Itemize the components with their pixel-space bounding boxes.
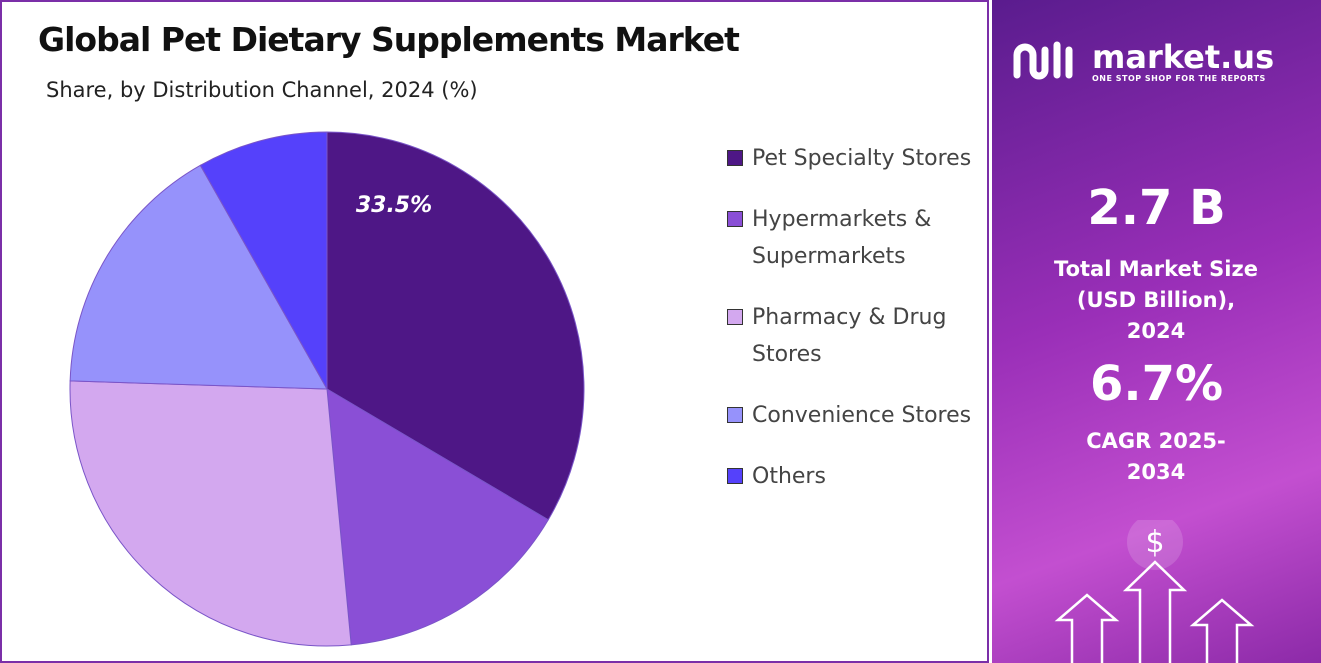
legend-swatch <box>727 468 743 484</box>
pie-slice <box>69 164 328 390</box>
svg-text:$: $ <box>1145 525 1164 560</box>
legend-item: Hypermarkets & Supermarkets <box>727 201 977 275</box>
pie-chart: 33.5% <box>69 131 585 647</box>
stat-label: CAGR 2025-2034 <box>1086 429 1226 484</box>
chart-subtitle: Share, by Distribution Channel, 2024 (%) <box>46 78 478 102</box>
legend-label: Pet Specialty Stores <box>752 146 972 171</box>
info-panel: market.us ONE STOP SHOP FOR THE REPORTS … <box>992 0 1321 663</box>
legend-label: Others <box>752 464 826 489</box>
legend-swatch <box>727 150 743 166</box>
chart-panel: Global Pet Dietary Supplements Market Sh… <box>0 0 989 663</box>
legend-item: Convenience Stores <box>727 397 977 434</box>
legend-label: Hypermarkets & Supermarkets <box>752 207 932 269</box>
legend-item: Others <box>727 458 977 495</box>
brand-name: market.us <box>1092 38 1275 76</box>
brand-tagline: ONE STOP SHOP FOR THE REPORTS <box>1092 74 1266 83</box>
logo-icon <box>1013 41 1073 80</box>
pie-slice <box>326 131 585 521</box>
stat-value: 6.7% <box>1089 356 1224 412</box>
legend-swatch <box>727 407 743 423</box>
pie-slice <box>69 380 352 647</box>
legend-swatch <box>727 309 743 325</box>
legend-label: Pharmacy & Drug Stores <box>752 305 947 367</box>
legend-item: Pharmacy & Drug Stores <box>727 299 977 373</box>
legend-swatch <box>727 211 743 227</box>
legend-item: Pet Specialty Stores <box>727 140 977 177</box>
stat-label: Total Market Size (USD Billion), 2024 <box>1054 257 1258 343</box>
pie-slice <box>326 388 549 646</box>
data-label: 33.5% <box>356 193 432 218</box>
pie-slice <box>199 131 328 391</box>
chart-title: Global Pet Dietary Supplements Market <box>38 20 740 59</box>
legend-label: Convenience Stores <box>752 403 972 428</box>
stat-value: 2.7 B <box>1087 180 1226 236</box>
legend: Pet Specialty Stores Hypermarkets & Super… <box>727 140 977 519</box>
decorative-arrows: $ <box>1054 520 1255 663</box>
